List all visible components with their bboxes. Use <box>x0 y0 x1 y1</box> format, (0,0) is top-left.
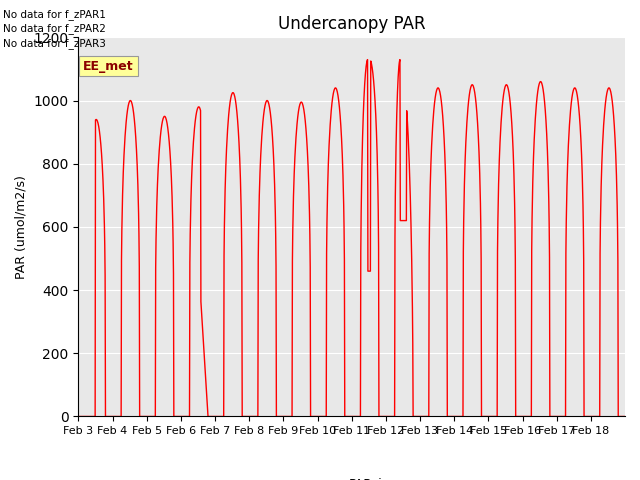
Text: No data for f_zPAR1: No data for f_zPAR1 <box>3 9 106 20</box>
Text: No data for f_zPAR2: No data for f_zPAR2 <box>3 23 106 34</box>
Text: No data for f_zPAR3: No data for f_zPAR3 <box>3 37 106 48</box>
Y-axis label: PAR (umol/m2/s): PAR (umol/m2/s) <box>15 175 28 279</box>
Legend: PAR_in: PAR_in <box>308 472 395 480</box>
Text: EE_met: EE_met <box>83 60 134 72</box>
Title: Undercanopy PAR: Undercanopy PAR <box>278 15 426 33</box>
